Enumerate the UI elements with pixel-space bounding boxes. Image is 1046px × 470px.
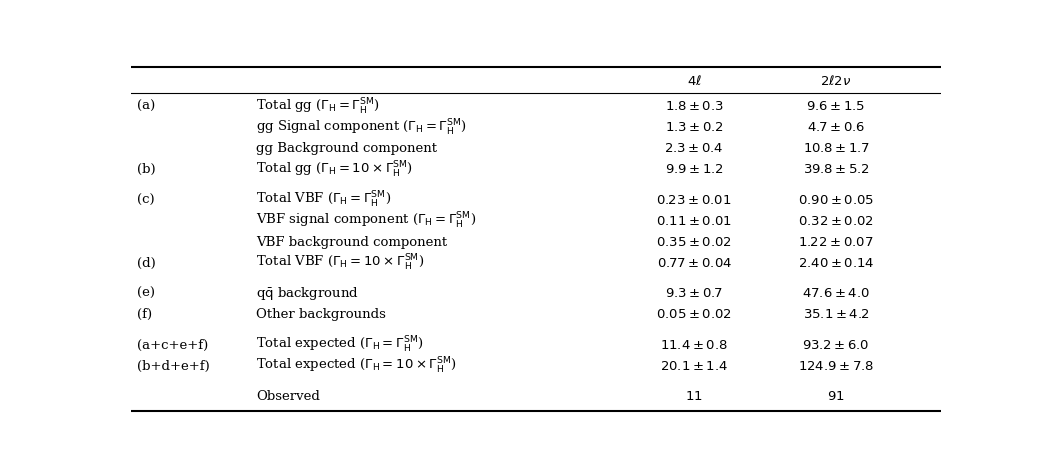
Text: $0.23\pm0.01$: $0.23\pm0.01$ [657,194,732,207]
Text: Total VBF ($\mathit{\Gamma}_{\mathrm{H}} = 10 \times \mathit{\Gamma}_{\mathrm{H}: Total VBF ($\mathit{\Gamma}_{\mathrm{H}}… [256,253,425,274]
Text: (a): (a) [137,100,156,113]
Text: Observed: Observed [256,391,320,403]
Text: (a+c+e+f): (a+c+e+f) [137,339,208,352]
Text: $0.05\pm0.02$: $0.05\pm0.02$ [656,308,732,321]
Text: $9.6\pm1.5$: $9.6\pm1.5$ [806,100,866,113]
Text: gg Background component: gg Background component [256,142,437,155]
Text: Total expected ($\mathit{\Gamma}_{\mathrm{H}} = 10 \times \mathit{\Gamma}_{\math: Total expected ($\mathit{\Gamma}_{\mathr… [256,356,457,376]
Text: Other backgrounds: Other backgrounds [256,308,386,321]
Text: $47.6\pm4.0$: $47.6\pm4.0$ [802,287,870,300]
Text: Total gg ($\mathit{\Gamma}_{\mathrm{H}} = 10 \times \mathit{\Gamma}_{\mathrm{H}}: Total gg ($\mathit{\Gamma}_{\mathrm{H}} … [256,160,413,180]
Text: $9.9\pm1.2$: $9.9\pm1.2$ [665,163,724,176]
Text: $91$: $91$ [827,391,845,403]
Text: (d): (d) [137,257,156,270]
Text: $2.40\pm0.14$: $2.40\pm0.14$ [798,257,874,270]
Text: $9.3\pm0.7$: $9.3\pm0.7$ [665,287,724,300]
Text: (f): (f) [137,308,153,321]
Text: VBF background component: VBF background component [256,236,448,249]
Text: Total VBF ($\mathit{\Gamma}_{\mathrm{H}} = \mathit{\Gamma}_{\mathrm{H}}^{\mathrm: Total VBF ($\mathit{\Gamma}_{\mathrm{H}}… [256,190,392,211]
Text: $0.90\pm0.05$: $0.90\pm0.05$ [798,194,874,207]
Text: $39.8\pm5.2$: $39.8\pm5.2$ [803,163,869,176]
Text: $0.11\pm0.01$: $0.11\pm0.01$ [656,215,732,228]
Text: $1.22\pm0.07$: $1.22\pm0.07$ [798,236,873,249]
Text: Total gg ($\mathit{\Gamma}_{\mathrm{H}} = \mathit{\Gamma}_{\mathrm{H}}^{\mathrm{: Total gg ($\mathit{\Gamma}_{\mathrm{H}} … [256,97,380,117]
Text: $2.3\pm0.4$: $2.3\pm0.4$ [664,142,724,155]
Text: $2\ell 2\nu$: $2\ell 2\nu$ [820,74,851,88]
Text: $20.1\pm1.4$: $20.1\pm1.4$ [660,360,728,373]
Text: $93.2\pm6.0$: $93.2\pm6.0$ [802,339,869,352]
Text: $4\ell$: $4\ell$ [686,74,702,88]
Text: (b+d+e+f): (b+d+e+f) [137,360,210,373]
Text: $0.35\pm0.02$: $0.35\pm0.02$ [656,236,732,249]
Text: $0.32\pm0.02$: $0.32\pm0.02$ [798,215,874,228]
Text: $10.8\pm1.7$: $10.8\pm1.7$ [803,142,869,155]
Text: VBF signal component ($\mathit{\Gamma}_{\mathrm{H}} = \mathit{\Gamma}_{\mathrm{H: VBF signal component ($\mathit{\Gamma}_{… [256,212,477,231]
Text: gg Signal component ($\mathit{\Gamma}_{\mathrm{H}} = \mathit{\Gamma}_{\mathrm{H}: gg Signal component ($\mathit{\Gamma}_{\… [256,118,468,138]
Text: (c): (c) [137,194,155,207]
Text: $124.9\pm7.8$: $124.9\pm7.8$ [798,360,874,373]
Text: $1.8\pm0.3$: $1.8\pm0.3$ [664,100,724,113]
Text: $4.7\pm0.6$: $4.7\pm0.6$ [806,121,865,134]
Text: q$\bar{\mathrm{q}}$ background: q$\bar{\mathrm{q}}$ background [256,285,360,302]
Text: $11.4\pm0.8$: $11.4\pm0.8$ [660,339,728,352]
Text: $1.3\pm0.2$: $1.3\pm0.2$ [665,121,724,134]
Text: Total expected ($\mathit{\Gamma}_{\mathrm{H}} = \mathit{\Gamma}_{\mathrm{H}}^{\m: Total expected ($\mathit{\Gamma}_{\mathr… [256,336,424,355]
Text: (b): (b) [137,163,156,176]
Text: $0.77\pm0.04$: $0.77\pm0.04$ [657,257,732,270]
Text: (e): (e) [137,287,155,300]
Text: $11$: $11$ [685,391,703,403]
Text: $35.1\pm4.2$: $35.1\pm4.2$ [802,308,869,321]
